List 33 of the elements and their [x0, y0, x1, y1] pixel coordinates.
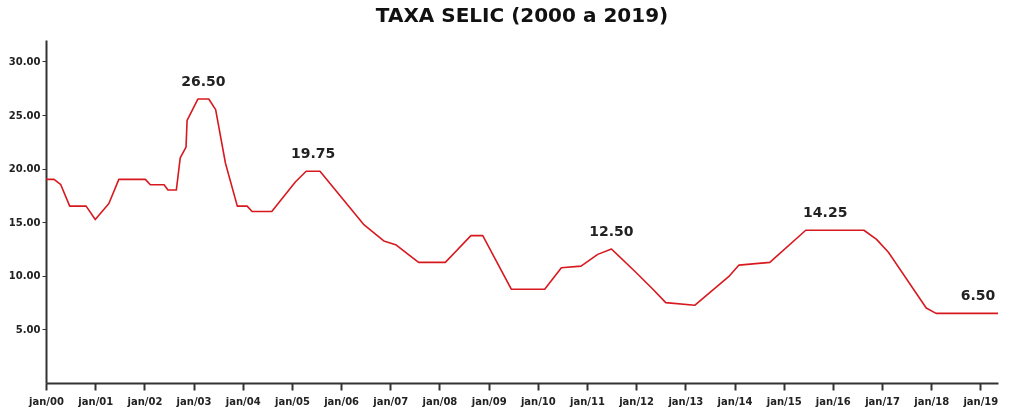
- y-tick-label: 10.00: [8, 270, 41, 282]
- annotation: 14.25: [803, 204, 848, 221]
- y-tick-label: 5.00: [15, 323, 41, 335]
- y-tick-label: 20.00: [8, 163, 41, 175]
- x-tick-label: jan/17: [864, 395, 901, 407]
- y-tick-label: 25.00: [8, 109, 41, 121]
- x-tick-label: jan/00: [28, 395, 64, 407]
- x-tick-label: jan/19: [962, 395, 999, 407]
- line-series: [45, 98, 999, 315]
- chart-title: TAXA SELIC (2000 a 2019): [375, 3, 669, 27]
- annotation: 12.50: [589, 223, 634, 240]
- x-tick-label: jan/15: [765, 395, 802, 407]
- annotation: 26.50: [181, 72, 226, 89]
- x-tick-label: jan/02: [126, 395, 163, 407]
- x-tick-label: jan/07: [372, 395, 409, 407]
- x-tick-label: jan/09: [470, 395, 507, 407]
- x-tick-label: jan/14: [716, 395, 753, 407]
- x-tick-label: jan/13: [667, 395, 704, 407]
- x-tick-label: jan/11: [569, 395, 605, 407]
- annotation: 6.50: [960, 287, 996, 304]
- x-tick-label: jan/12: [618, 395, 655, 407]
- x-tick-label: jan/08: [421, 395, 458, 407]
- x-tick-label: jan/06: [323, 395, 360, 407]
- x-tick-label: jan/03: [175, 395, 212, 407]
- x-tick-label: jan/04: [224, 395, 261, 407]
- annotation: 19.75: [290, 145, 336, 162]
- x-tick-label: jan/16: [814, 395, 851, 407]
- x-tick-label: jan/01: [77, 395, 114, 407]
- x-tick-label: jan/18: [913, 395, 950, 407]
- x-tick-label: jan/10: [519, 395, 556, 407]
- x-tick-label: jan/05: [274, 395, 310, 407]
- y-tick-label: 15.00: [8, 216, 41, 228]
- y-tick-label: 30.00: [8, 55, 41, 67]
